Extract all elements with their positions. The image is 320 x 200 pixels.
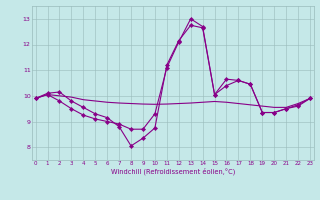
X-axis label: Windchill (Refroidissement éolien,°C): Windchill (Refroidissement éolien,°C)	[111, 168, 235, 175]
